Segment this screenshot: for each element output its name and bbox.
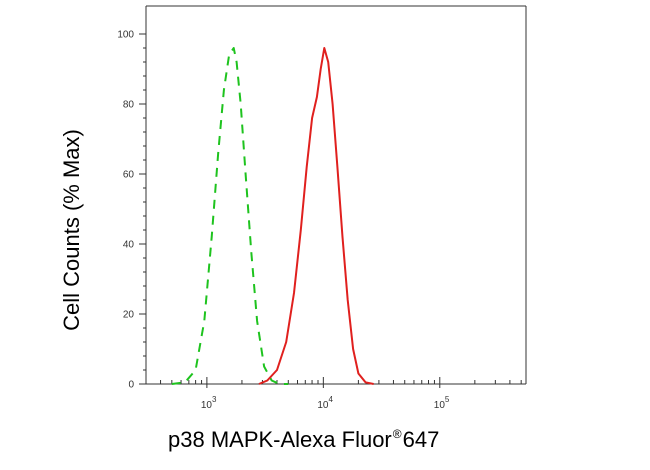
y-axis: 0 20 40 60 80 100 [117, 30, 146, 391]
y-tick-label: 20 [123, 310, 135, 321]
x-tick-label: 105 [434, 395, 450, 411]
plot-frame [145, 5, 527, 385]
y-axis-title: Cell Counts (% Max) [59, 129, 84, 331]
x-tick-label: 104 [317, 395, 333, 411]
y-tick-label: 100 [117, 30, 134, 41]
histogram-series-2 [258, 47, 374, 385]
x-axis-title: p38 MAPK-Alexa Fluor®647 [168, 427, 439, 452]
x-axis-title-suffix: 647 [403, 427, 440, 452]
histogram-series-1 [171, 47, 289, 385]
y-tick-label: 0 [128, 380, 134, 391]
x-axis: 103 104 105 [145, 377, 522, 411]
y-tick-label: 60 [123, 170, 135, 181]
x-tick-label: 103 [201, 395, 217, 411]
x-axis-title-registered: ® [393, 427, 402, 441]
series-layer [171, 47, 374, 385]
x-axis-title-main: p38 MAPK-Alexa Fluor [168, 427, 392, 452]
y-tick-label: 40 [123, 240, 135, 251]
y-tick-label: 80 [123, 100, 135, 111]
